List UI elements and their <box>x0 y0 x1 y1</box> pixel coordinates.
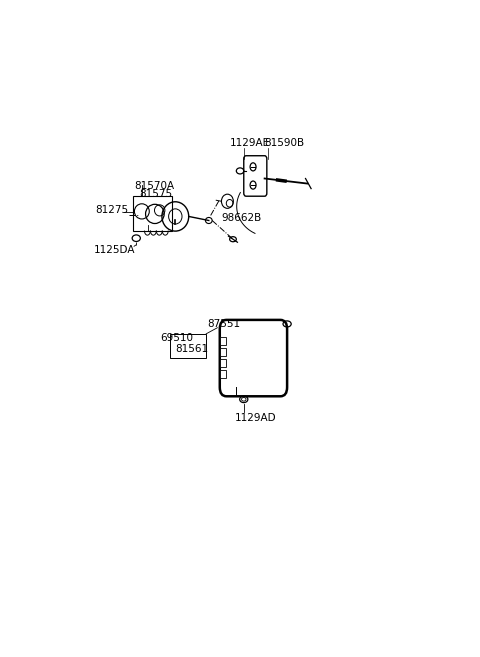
Bar <box>220 348 226 356</box>
FancyBboxPatch shape <box>220 320 287 396</box>
Text: 81590B: 81590B <box>264 137 304 148</box>
Text: 81561: 81561 <box>175 344 208 354</box>
Bar <box>132 196 172 231</box>
Bar <box>220 359 226 367</box>
Bar <box>170 334 206 358</box>
Text: 1129AE: 1129AE <box>230 137 270 148</box>
Text: 69510: 69510 <box>160 333 193 343</box>
FancyBboxPatch shape <box>244 156 267 196</box>
Text: 87551: 87551 <box>207 319 240 328</box>
Text: 1125DA: 1125DA <box>94 245 135 255</box>
Text: 81570A: 81570A <box>134 181 175 191</box>
Text: 81275: 81275 <box>96 205 129 215</box>
Text: 98662B: 98662B <box>222 212 262 223</box>
Bar <box>220 337 226 345</box>
Text: 81575: 81575 <box>139 189 172 198</box>
Text: 1129AD: 1129AD <box>235 413 276 422</box>
Bar <box>220 371 226 378</box>
